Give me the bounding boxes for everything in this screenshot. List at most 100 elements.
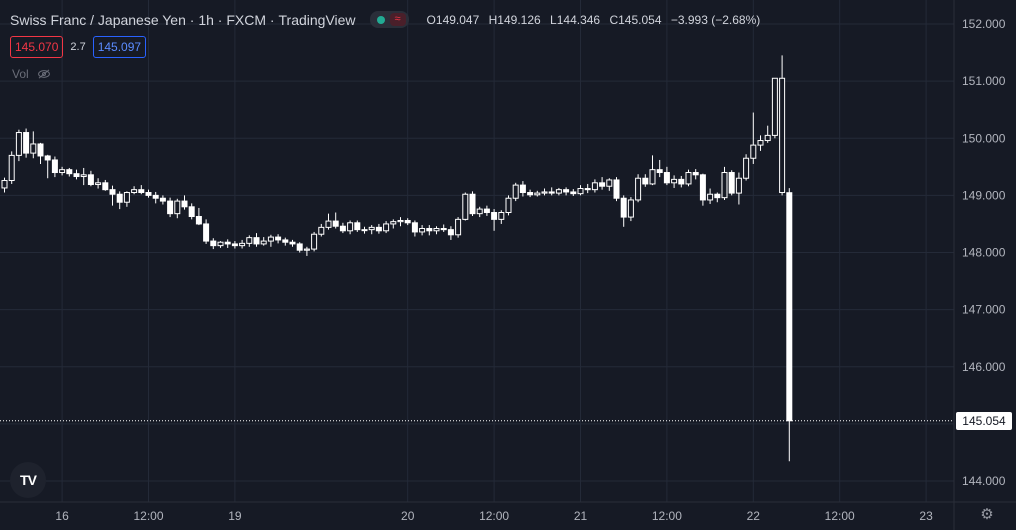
candle [296,242,303,253]
candle [145,189,152,198]
x-tick-label: 23 [919,509,933,523]
candle [577,185,584,196]
separator: · [213,11,227,28]
candle [159,195,166,205]
candle [59,166,66,176]
candle [548,187,555,196]
flow-icon: ≈ [389,13,406,26]
candle [728,170,735,196]
candle [275,234,282,244]
candle [534,190,541,197]
candle [73,169,80,180]
candle [80,167,87,186]
candle [397,217,404,227]
candle [620,195,627,227]
eye-off-icon[interactable] [37,69,51,79]
x-tick-label: 12:00 [652,509,682,523]
buy-button[interactable]: 145.097 [92,36,147,58]
candle [224,239,231,248]
candle [30,131,37,159]
candle [167,197,174,218]
candle [786,188,793,462]
y-tick-label: 144.000 [962,474,1006,488]
volume-indicator[interactable]: Vol [12,67,51,81]
candle [433,226,440,235]
y-tick-label: 151.000 [962,74,1006,88]
candle [102,179,109,191]
candle [66,167,73,177]
separator: · [185,11,199,28]
candle [87,170,94,187]
x-tick-label: 22 [747,509,761,523]
candle [656,159,663,178]
candle [505,195,512,216]
candle [131,186,138,195]
close-label: C [609,12,619,27]
high-label: H [488,12,498,27]
candle [519,181,526,197]
candle [368,225,375,235]
candles [1,55,793,462]
candle [404,218,411,226]
x-tick-label: 19 [228,509,242,523]
candle [750,112,757,164]
candle [649,155,656,186]
x-tick-label: 20 [401,509,415,523]
candle [462,192,469,221]
candle [282,237,289,246]
candle [757,135,764,151]
candle [743,154,750,181]
y-tick-label: 147.000 [962,303,1006,317]
open-label: O [426,12,436,27]
candle [447,226,454,240]
candle [109,185,116,206]
symbol-name[interactable]: Swiss Franc / Japanese Yen [10,11,186,28]
candle [203,219,210,244]
candle [541,188,548,196]
sell-button[interactable]: 145.070 [10,36,64,58]
candle [527,189,534,198]
chart-header: Swiss Franc / Japanese Yen · 1h · FXCM ·… [10,11,766,28]
change-value: −3.993 (−2.68%) [670,12,761,27]
candle [606,178,613,191]
candle [512,182,519,202]
market-status[interactable]: ≈ [369,11,409,28]
candle [570,189,577,196]
candle [303,246,310,256]
candle [599,177,606,190]
candle [779,55,786,196]
candle [289,239,296,247]
candle [707,188,714,204]
candle [116,191,123,210]
candle [613,177,620,202]
candle [239,239,246,249]
open-value: 149.047 [435,12,480,27]
candle [347,220,354,235]
last-price-label: 145.054 [956,411,1012,430]
candle [671,175,678,188]
candle [476,206,483,218]
settings-gear-icon[interactable]: ⚙ [980,506,994,523]
candle [195,207,202,226]
low-value: 144.346 [556,12,601,27]
candle [419,225,426,236]
tradingview-logo-icon[interactable]: TV [10,462,46,498]
candle [339,222,346,234]
candle [764,125,771,143]
interval[interactable]: 1h [198,11,214,28]
x-tick-label: 16 [55,509,69,523]
x-tick-label: 21 [574,509,588,523]
candle [563,187,570,196]
candle [217,241,224,248]
candle [771,77,778,139]
candle [714,192,721,203]
candle [375,223,382,234]
x-tick-label: 12:00 [825,509,855,523]
candle [426,225,433,236]
y-tick-label: 150.000 [962,131,1006,145]
candle [735,172,742,205]
candle [361,226,368,234]
candle [325,213,332,230]
x-tick-label: 12:00 [133,509,163,523]
